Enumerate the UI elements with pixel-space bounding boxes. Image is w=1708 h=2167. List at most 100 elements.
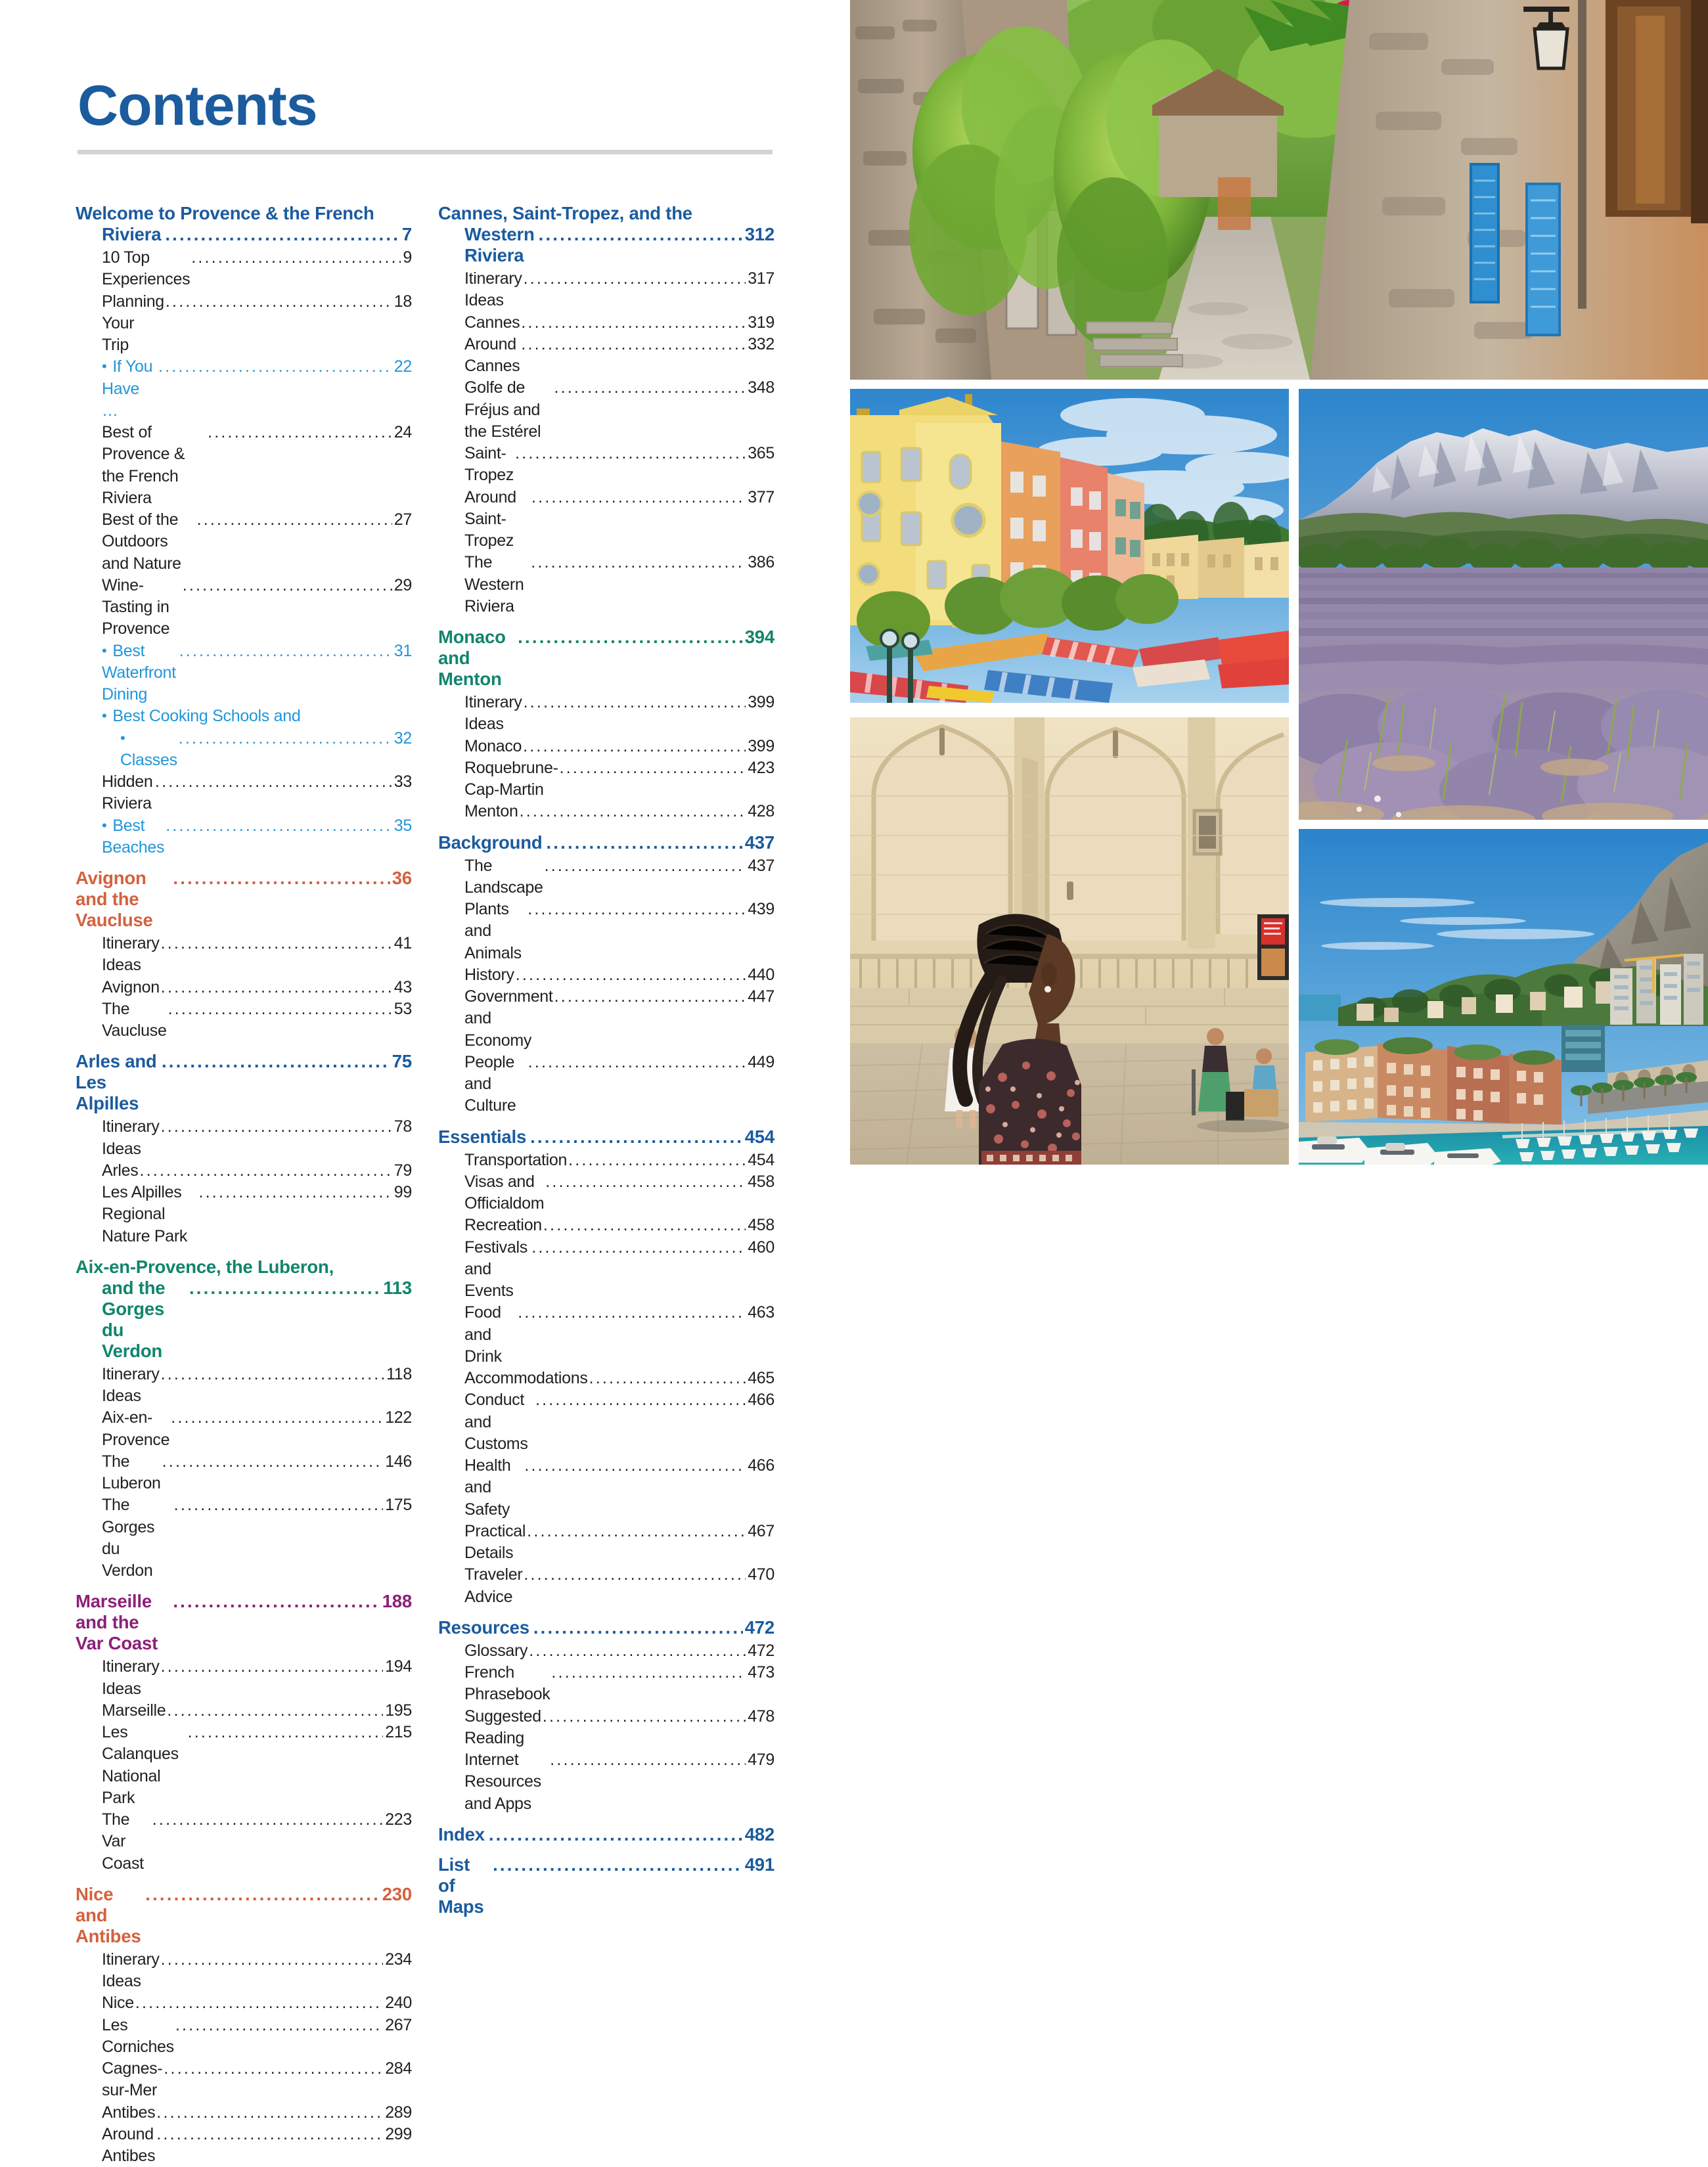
toc-sub-entry[interactable]: The Gorges du Verdon 175 [102, 1494, 412, 1582]
toc-sub-entry[interactable]: Hidden Riviera 33 [102, 771, 412, 815]
dot-leader [162, 1451, 384, 1473]
toc-chapter-entry[interactable]: Index 482 [438, 1824, 775, 1845]
toc-sub-entry[interactable]: The Vaucluse 53 [102, 998, 412, 1042]
toc-sub-entry[interactable]: Arles 79 [102, 1160, 412, 1182]
toc-sub-entry[interactable]: Roquebrune-Cap-Martin 423 [464, 757, 775, 801]
toc-sub-entry[interactable]: French Phrasebook 473 [464, 1662, 775, 1706]
toc-chapter-entry[interactable]: Background 437 [438, 832, 775, 853]
toc-sub-entry[interactable]: Les Calanques National Park 215 [102, 1722, 412, 1809]
toc-chapter-entry[interactable]: Monaco and Menton 394 [438, 627, 775, 690]
toc-sub-entry[interactable]: Monaco 399 [464, 736, 775, 757]
dot-leader [545, 855, 746, 877]
toc-sub-entry[interactable]: 10 Top Experiences 9 [102, 247, 412, 291]
dot-leader [188, 1722, 384, 1743]
entry-page-number: 472 [744, 1617, 775, 1638]
entry-page-number: 240 [385, 1994, 412, 2013]
toc-sub-entry[interactable]: Food and Drink 463 [464, 1302, 775, 1368]
dot-leader [554, 377, 746, 399]
entry-label: Index [438, 1823, 485, 1844]
toc-sub-entry[interactable]: Best of Provence & the French Riviera 24 [102, 422, 412, 509]
toc-sub-entry[interactable]: Around Antibes 299 [102, 2124, 412, 2167]
toc-sub-entry[interactable]: If You Have … 22 [102, 356, 412, 422]
toc-sub-entry[interactable]: Nice 240 [102, 1992, 412, 2014]
toc-sub-entry[interactable]: The Luberon 146 [102, 1451, 412, 1495]
toc-sub-entry[interactable]: Best Beaches 35 [102, 815, 412, 859]
entry-label: Government and Economy [464, 987, 558, 1050]
entry-label: Best of the Outdoors and Nature [102, 510, 183, 573]
toc-sub-entry[interactable]: Best of the Outdoors and Nature 27 [102, 509, 412, 575]
toc-chapter-entry[interactable]: Marseille and the Var Coast 188 [76, 1591, 412, 1654]
dot-leader [589, 1368, 746, 1389]
toc-sub-entry[interactable]: Recreation 458 [464, 1215, 775, 1236]
toc-sub-entry[interactable]: Plants and Animals 439 [464, 899, 775, 964]
toc-sub-entry[interactable]: Itinerary Ideas 317 [464, 268, 775, 312]
toc-sub-entry[interactable]: Festivals and Events 460 [464, 1237, 775, 1303]
toc-chapter-entry[interactable]: List of Maps 491 [438, 1854, 775, 1917]
toc-sub-entry[interactable]: Itinerary Ideas 234 [102, 1949, 412, 1993]
toc-sub-entry[interactable]: Itinerary Ideas 194 [102, 1656, 412, 1700]
entry-label: Wine-Tasting in Provence [102, 575, 174, 638]
toc-sub-entry[interactable]: Best Waterfront Dining 31 [102, 640, 412, 706]
toc-sub-entry[interactable]: Suggested Reading 478 [464, 1706, 775, 1750]
entry-label-line1: Best Cooking Schools and [102, 705, 412, 727]
toc-sub-entry[interactable]: Cannes 319 [464, 312, 775, 334]
toc-sub-entry[interactable]: Marseille 195 [102, 1700, 412, 1722]
toc-sub-entry[interactable]: The Western Riviera 386 [464, 552, 775, 617]
toc-sub-entry[interactable]: Transportation 454 [464, 1150, 775, 1171]
toc-chapter-entry[interactable]: Avignon and the Vaucluse 36 [76, 868, 412, 931]
toc-sub-entry[interactable]: Around Saint-Tropez 377 [464, 487, 775, 552]
toc-sub-entry[interactable]: Visas and Officialdom 458 [464, 1171, 775, 1215]
toc-chapter-entry[interactable]: Essentials 454 [438, 1127, 775, 1148]
dot-leader [173, 1591, 380, 1612]
toc-sub-entry[interactable]: People and Culture 449 [464, 1052, 775, 1117]
dot-leader [531, 552, 746, 573]
toc-sub-entry[interactable]: Around Cannes 332 [464, 334, 775, 378]
toc-sub-entry[interactable]: Internet Resources and Apps 479 [464, 1749, 775, 1815]
toc-sub-entry[interactable]: Antibes 289 [102, 2102, 412, 2124]
toc-sub-entry[interactable]: Itinerary Ideas 41 [102, 933, 412, 977]
toc-sub-entry[interactable]: Government and Economy 447 [464, 986, 775, 1052]
toc-sub-entry[interactable]: Conduct and Customs 466 [464, 1389, 775, 1455]
entry-label-line2: Riviera 7 [102, 224, 412, 245]
toc-sub-entry[interactable]: Wine-Tasting in Provence 29 [102, 575, 412, 640]
toc-chapter-entry[interactable]: Arles and Les Alpilles 75 [76, 1051, 412, 1114]
dot-leader [489, 1824, 743, 1845]
toc-sub-entry[interactable]: The Landscape 437 [464, 855, 775, 899]
toc-sub-entry[interactable]: Health and Safety 466 [464, 1455, 775, 1521]
toc-sub-entry[interactable]: Planning Your Trip 18 [102, 291, 412, 357]
toc-sub-entry[interactable]: Itinerary Ideas 399 [464, 692, 775, 736]
toc-chapter-entry[interactable]: Nice and Antibes 230 [76, 1884, 412, 1947]
toc-sub-entry[interactable]: Les Corniches 267 [102, 2015, 412, 2059]
toc-chapter-entry[interactable]: Resources 472 [438, 1617, 775, 1638]
toc-sub-entry[interactable]: Glossary 472 [464, 1640, 775, 1662]
toc-sub-entry[interactable]: Avignon 43 [102, 977, 412, 998]
toc-sub-entry[interactable]: Itinerary Ideas 78 [102, 1116, 412, 1160]
toc-sub-entry[interactable]: The Var Coast 223 [102, 1809, 412, 1875]
toc-sub-entry[interactable]: History 440 [464, 964, 775, 986]
toc-sub-entry[interactable]: Menton 428 [464, 801, 775, 822]
toc-sub-entry[interactable]: Aix-en-Provence 122 [102, 1407, 412, 1451]
dot-leader [523, 736, 746, 757]
entry-page-number: 7 [401, 224, 412, 244]
entry-label: Recreation [464, 1216, 542, 1235]
toc-chapter-entry[interactable]: Aix-en-Provence, the Luberon, and the Gor… [76, 1257, 412, 1362]
toc-chapter-entry[interactable]: Cannes, Saint-Tropez, and the Western Riv… [438, 203, 775, 266]
dot-leader [162, 1051, 390, 1072]
toc-sub-entry[interactable]: Itinerary Ideas 118 [102, 1364, 412, 1408]
entry-label: Around Saint-Tropez [464, 487, 521, 550]
entry-page-number: 423 [748, 758, 775, 777]
toc-page: Contents Welcome to Provence & the Frenc… [0, 0, 1708, 1165]
dot-leader [521, 334, 746, 355]
toc-sub-entry[interactable]: Golfe de Fréjus and the Estérel 348 [464, 377, 775, 443]
entry-label: Itinerary Ideas [464, 269, 527, 310]
toc-sub-entry[interactable]: Traveler Advice 470 [464, 1564, 775, 1608]
toc-sub-entry[interactable]: Cagnes-sur-Mer 284 [102, 2058, 412, 2102]
toc-sub-entry[interactable]: Best Cooking Schools andClasses 32 [102, 705, 412, 771]
toc-sub-entry[interactable]: Saint-Tropez 365 [464, 443, 775, 487]
toc-sub-entry[interactable]: Practical Details 467 [464, 1521, 775, 1565]
toc-sub-entry[interactable]: Les Alpilles Regional Nature Park 99 [102, 1182, 412, 1247]
toc-sub-entry[interactable]: Accommodations 465 [464, 1368, 775, 1389]
entry-page-number: 437 [744, 832, 775, 853]
entry-label: The Luberon [102, 1452, 161, 1492]
